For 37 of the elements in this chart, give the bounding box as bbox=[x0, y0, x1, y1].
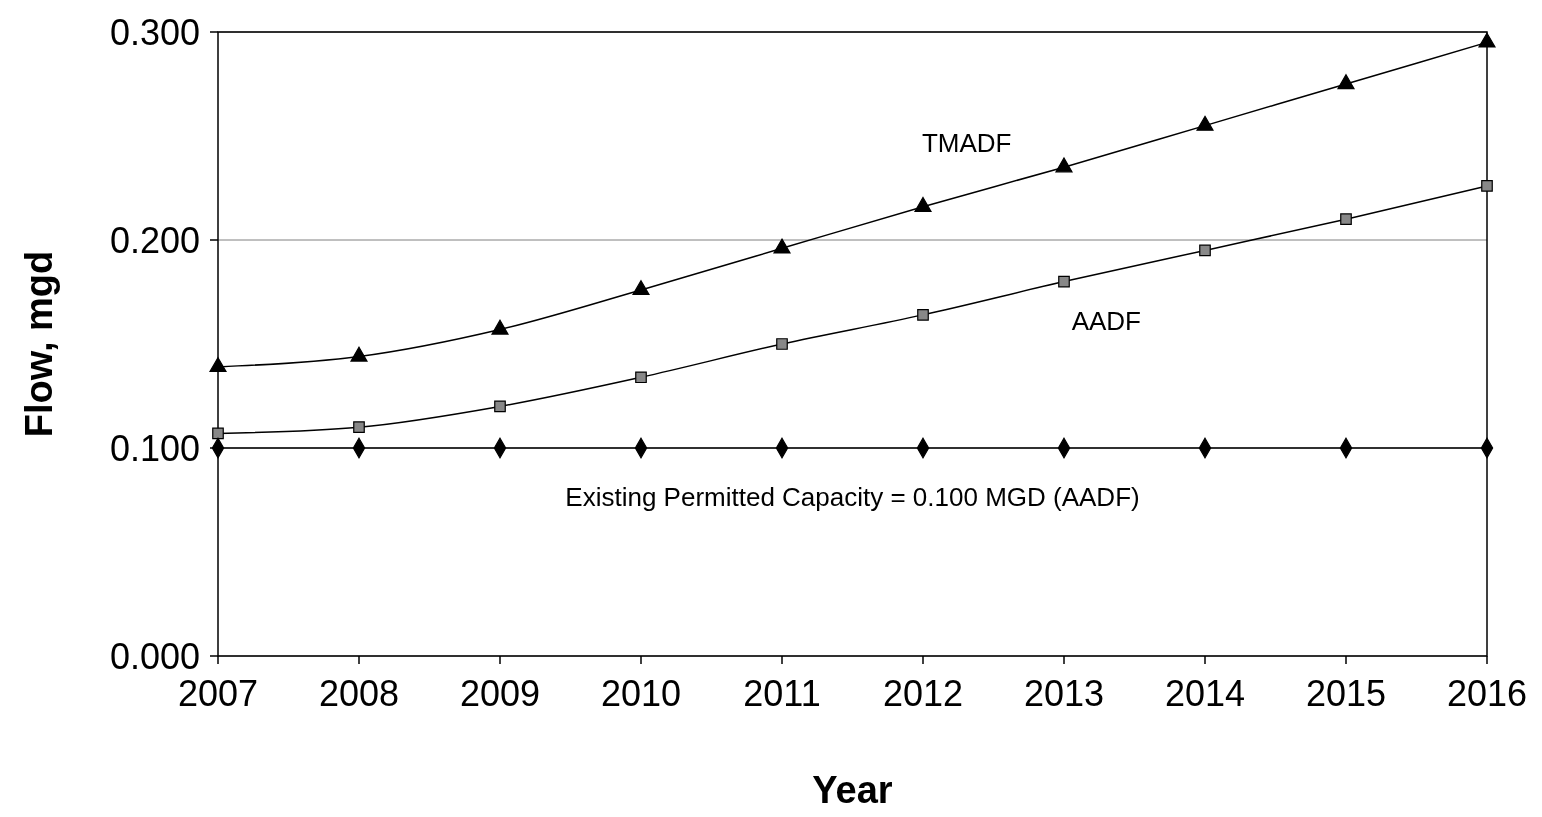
x-tick-label: 2013 bbox=[1023, 673, 1105, 714]
point bbox=[491, 319, 509, 335]
point bbox=[1337, 74, 1355, 90]
point bbox=[209, 357, 227, 373]
point bbox=[212, 427, 224, 440]
x-tick-label: 2011 bbox=[743, 673, 821, 714]
x-tick-label: 2010 bbox=[600, 673, 682, 714]
point bbox=[350, 346, 368, 362]
point bbox=[776, 338, 788, 350]
point bbox=[1340, 213, 1352, 226]
point bbox=[1058, 275, 1070, 288]
point bbox=[635, 371, 647, 384]
point bbox=[494, 400, 506, 413]
point bbox=[917, 309, 929, 321]
point bbox=[1055, 157, 1073, 173]
point bbox=[914, 196, 932, 212]
point bbox=[1478, 32, 1496, 48]
series-label: AADF bbox=[1071, 306, 1141, 337]
point bbox=[1481, 180, 1493, 192]
point bbox=[1199, 244, 1211, 257]
x-tick-label: 2008 bbox=[318, 673, 400, 714]
series-label: TMADF bbox=[921, 128, 1012, 159]
point bbox=[632, 280, 650, 296]
x-tick-label: 2009 bbox=[459, 673, 541, 714]
x-tick-label: 2012 bbox=[882, 673, 964, 714]
x-axis-title: Year bbox=[812, 769, 893, 811]
point bbox=[773, 238, 791, 254]
x-tick-label: 2014 bbox=[1164, 673, 1246, 714]
point bbox=[353, 421, 365, 434]
x-tick-label: 2016 bbox=[1446, 673, 1528, 714]
y-tick-label: 0.300 bbox=[109, 11, 200, 53]
y-axis-title: Flow, mgd bbox=[18, 250, 60, 438]
series-label: Existing Permitted Capacity = 0.100 MGD (AADF) bbox=[565, 482, 1140, 512]
x-tick-label: 2015 bbox=[1305, 673, 1387, 714]
point bbox=[1196, 115, 1214, 131]
y-tick-label: 0.200 bbox=[109, 219, 200, 261]
y-tick-label: 0.100 bbox=[109, 427, 200, 469]
